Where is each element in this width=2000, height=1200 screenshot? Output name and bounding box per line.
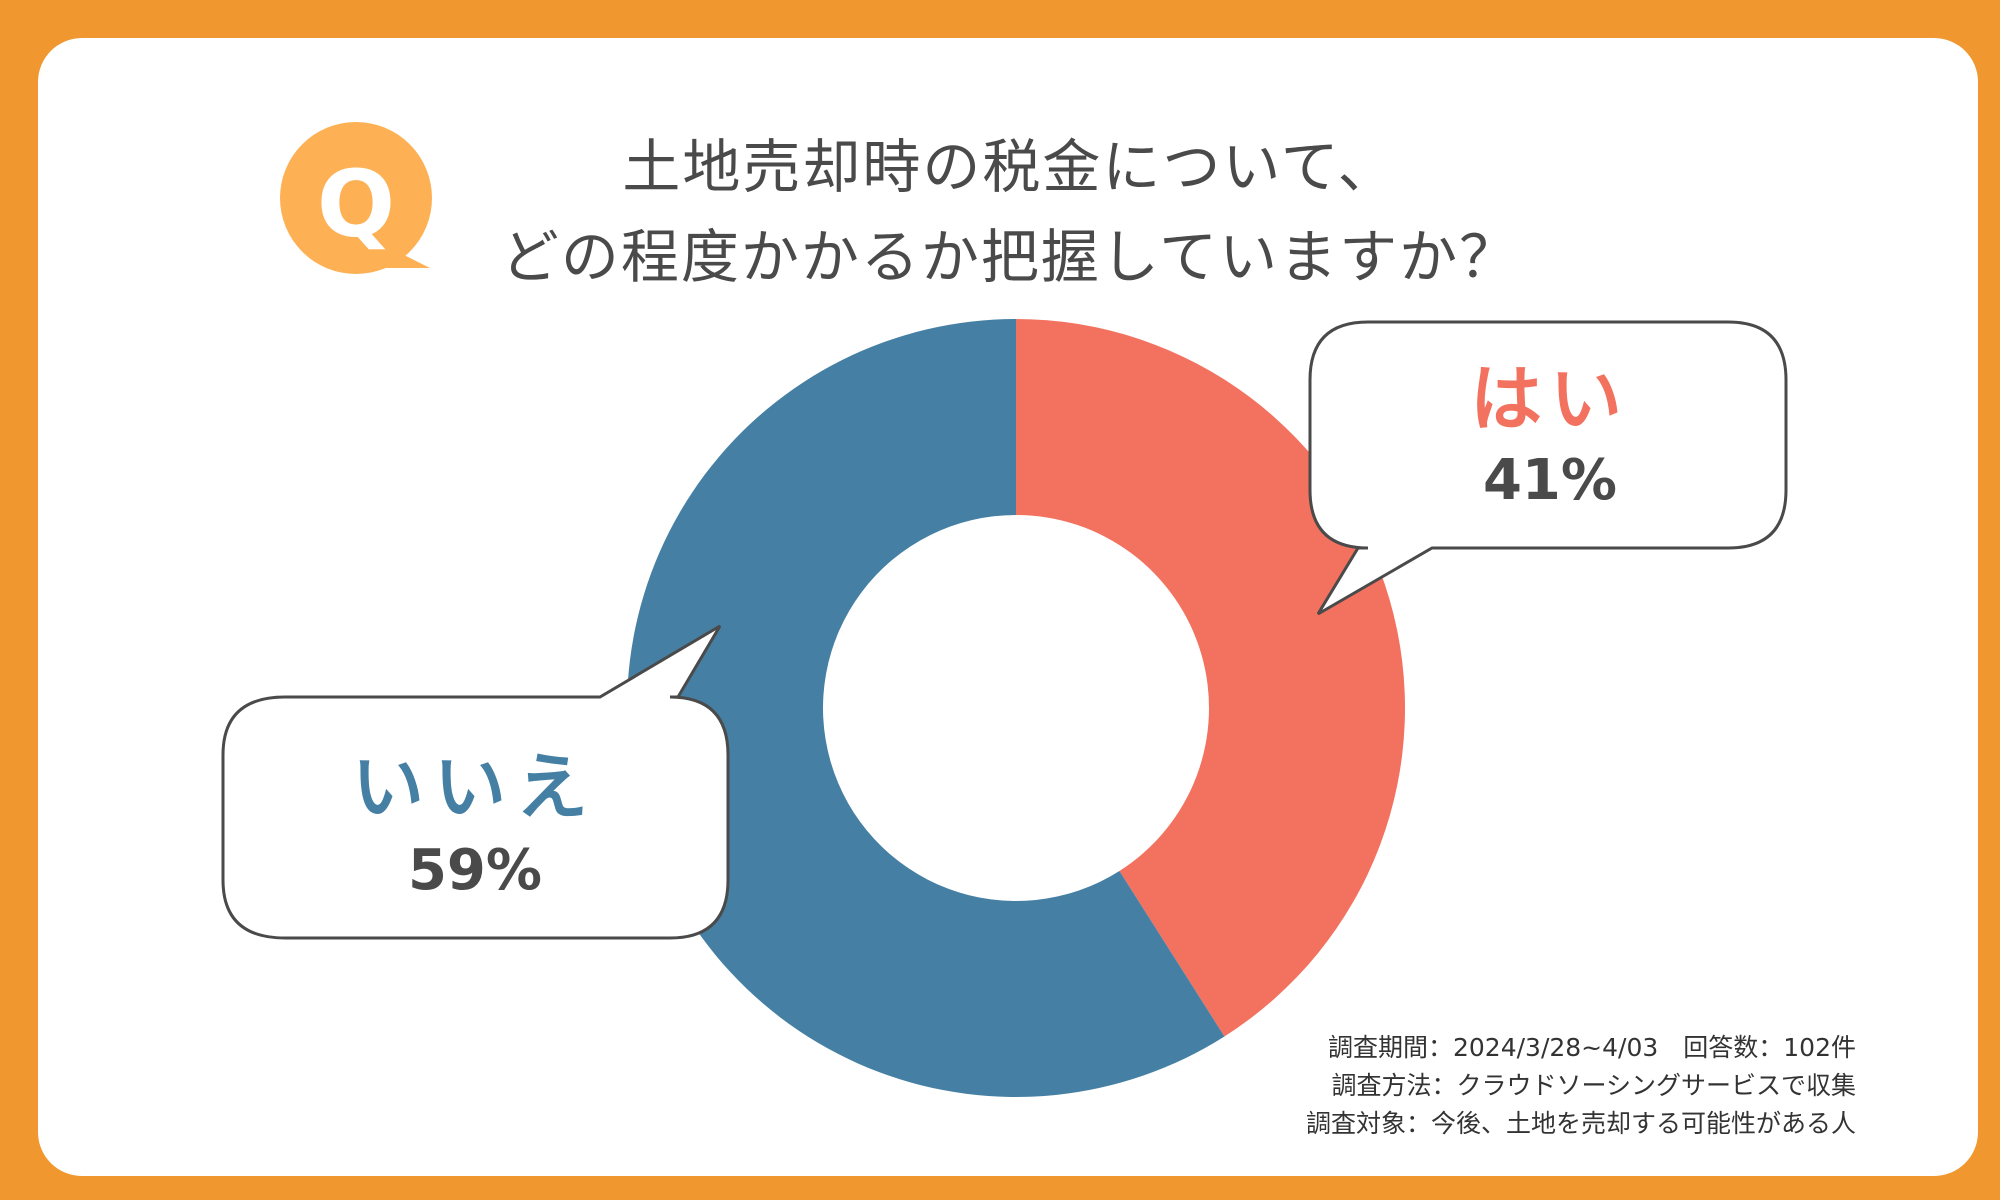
question-badge-letter: Q xyxy=(316,151,396,258)
survey-period-note: 調査期間：2024/3/28~4/03 回答数：102件 xyxy=(1328,1033,1856,1062)
callout-yes-bubble xyxy=(1308,320,1788,616)
survey-method-note: 調査方法：クラウドソーシングサービスで収集 xyxy=(1331,1071,1856,1100)
question-badge-icon xyxy=(280,122,432,274)
donut-slice-no xyxy=(627,319,1225,1097)
callout-no-percent: 59% xyxy=(407,838,543,903)
callout-yes-percent: 41% xyxy=(1482,448,1618,513)
page-title-line-2: どの程度かかるか把握していますか？ xyxy=(500,223,1520,291)
callout-no-label: いいえ xyxy=(351,745,598,829)
donut-slices xyxy=(627,319,1406,1097)
page-title-line-1: 土地売却時の税金について、 xyxy=(622,133,1398,201)
callout-no-bubble xyxy=(221,624,730,940)
survey-target-note: 調査対象：今後、土地を売却する可能性がある人 xyxy=(1305,1109,1856,1138)
donut-slice-yes xyxy=(1016,319,1406,1037)
callout-yes-label: はい xyxy=(1469,357,1630,441)
